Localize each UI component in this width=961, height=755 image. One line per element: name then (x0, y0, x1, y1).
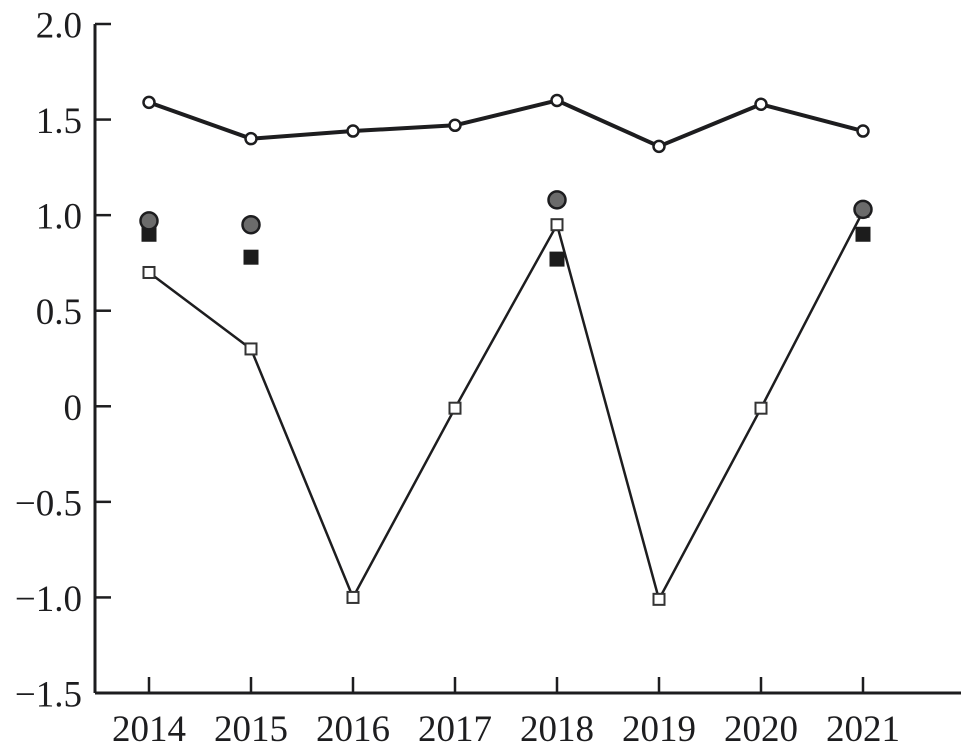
y-tick-label: −1.5 (15, 675, 82, 716)
y-tick-label: 0.5 (36, 292, 82, 333)
y-tick-label: −1.0 (15, 579, 82, 620)
open-circle-line-marker (856, 124, 870, 138)
black-square-points-marker (243, 249, 259, 265)
x-tick-label: 2018 (520, 709, 594, 750)
y-tick-label: 0 (64, 388, 83, 429)
x-tick-label: 2020 (724, 709, 798, 750)
open-square-line-marker (754, 401, 768, 415)
open-circle-line-marker (754, 97, 768, 112)
x-tick-label: 2017 (418, 709, 492, 750)
gray-circle-points-marker (241, 214, 261, 235)
gray-circle-points-marker (547, 190, 567, 210)
x-tick-label: 2014 (112, 709, 186, 750)
open-square-line-marker (142, 265, 156, 279)
open-circle-line-marker (448, 118, 462, 133)
open-circle-line-marker (346, 124, 360, 138)
open-square-line-marker (244, 342, 258, 356)
open-circle-line-marker (244, 131, 258, 146)
black-square-points-marker (141, 226, 157, 242)
y-tick-label: 2.0 (36, 6, 82, 47)
open-square-line-path (148, 210, 865, 601)
x-tick-label: 2021 (826, 709, 900, 750)
black-square-points-marker (549, 251, 565, 267)
open-circle-line-marker (142, 95, 156, 110)
y-tick-label: −0.5 (15, 483, 82, 524)
open-circle-line-marker (652, 139, 666, 154)
x-tick-label: 2019 (622, 709, 696, 750)
gray-circle-points-marker (139, 211, 159, 231)
open-circle-line-path (148, 98, 864, 149)
x-tick-label: 2015 (214, 709, 288, 750)
black-square-points-marker (855, 226, 871, 242)
open-square-line-marker (346, 590, 360, 604)
open-square-line-marker (448, 401, 462, 415)
x-tick-label: 2016 (316, 709, 390, 750)
y-tick-label: 1.0 (36, 197, 82, 238)
open-circle-line-marker (550, 93, 564, 108)
open-square-line-marker (652, 592, 666, 606)
gray-circle-points-marker (853, 199, 873, 220)
y-tick-label: 1.5 (36, 101, 82, 142)
open-square-line-marker (550, 218, 564, 232)
